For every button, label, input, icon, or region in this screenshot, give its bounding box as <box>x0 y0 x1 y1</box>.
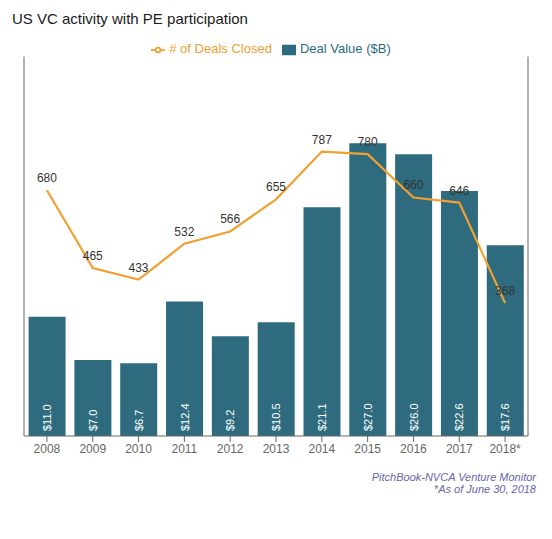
svg-text:368: 368 <box>495 284 515 298</box>
svg-text:566: 566 <box>220 212 240 226</box>
svg-text:780: 780 <box>358 135 378 149</box>
svg-text:$21.1: $21.1 <box>316 403 328 431</box>
svg-text:$9.2: $9.2 <box>224 410 236 431</box>
svg-text:433: 433 <box>129 261 149 275</box>
svg-text:2010: 2010 <box>125 442 152 456</box>
svg-text:660: 660 <box>403 178 423 192</box>
svg-text:$12.4: $12.4 <box>179 403 191 431</box>
html-text:*As of June 30, 2018: *As of June 30, 2018 <box>433 483 536 495</box>
svg-text:$27.0: $27.0 <box>362 403 374 431</box>
svg-text:2014: 2014 <box>308 442 335 456</box>
svg-text:2017: 2017 <box>446 442 473 456</box>
svg-text:2008: 2008 <box>34 442 61 456</box>
svg-text:2012: 2012 <box>217 442 244 456</box>
svg-text:2018*: 2018* <box>489 442 521 456</box>
svg-text:$11.0: $11.0 <box>41 404 53 431</box>
svg-text:$26.0: $26.0 <box>408 403 420 431</box>
svg-text:465: 465 <box>83 249 103 263</box>
svg-text:655: 655 <box>266 180 286 194</box>
html-text:# of Deals Closed: # of Deals Closed <box>169 41 272 56</box>
svg-text:2015: 2015 <box>354 442 381 456</box>
svg-text:2011: 2011 <box>171 442 197 456</box>
svg-text:532: 532 <box>174 225 194 239</box>
svg-text:2009: 2009 <box>79 442 106 456</box>
svg-text:680: 680 <box>37 171 57 185</box>
svg-text:$10.5: $10.5 <box>270 403 282 431</box>
svg-text:646: 646 <box>449 184 469 198</box>
svg-text:$22.6: $22.6 <box>453 403 465 431</box>
svg-text:$6.7: $6.7 <box>133 410 145 431</box>
svg-text:787: 787 <box>312 133 332 147</box>
svg-text:2013: 2013 <box>263 442 290 456</box>
html-text:Deal Value ($B): Deal Value ($B) <box>299 41 391 56</box>
svg-text:2016: 2016 <box>400 442 427 456</box>
html-text:PitchBook-NVCA Venture Monitor: PitchBook-NVCA Venture Monitor <box>371 471 536 483</box>
svg-text:$17.6: $17.6 <box>499 403 511 431</box>
svg-text:$7.0: $7.0 <box>87 410 99 431</box>
html-text:US VC activity with PE partici: US VC activity with PE participation <box>12 10 248 27</box>
